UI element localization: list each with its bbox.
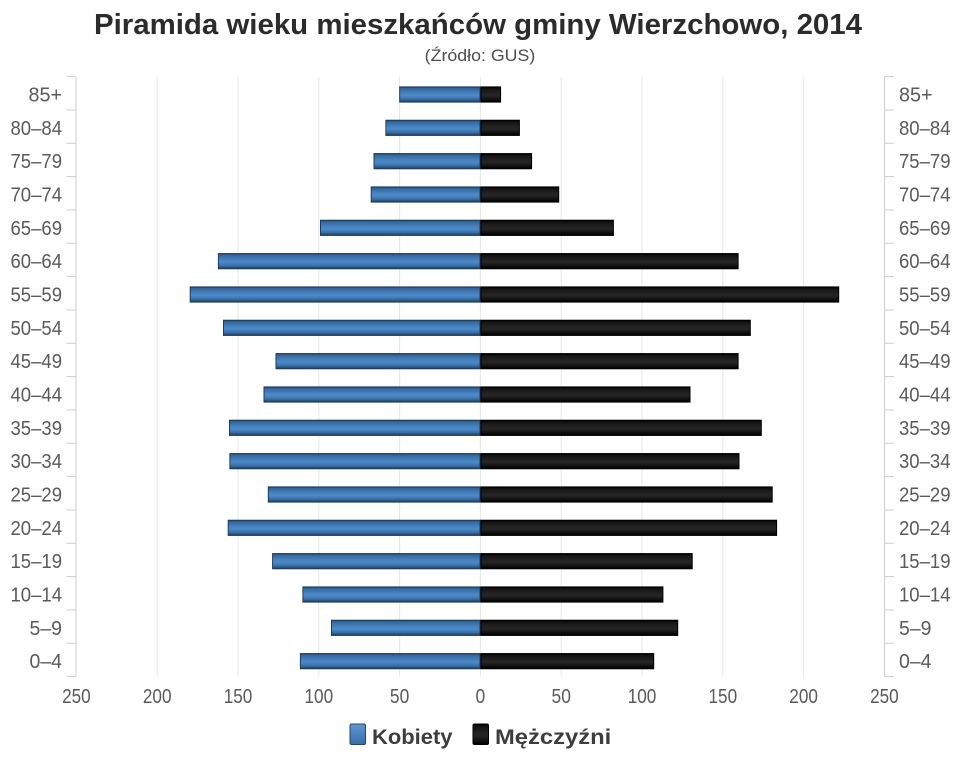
svg-text:40–44: 40–44: [11, 385, 63, 407]
svg-text:150: 150: [709, 686, 738, 708]
svg-text:75–79: 75–79: [11, 151, 63, 173]
svg-text:55–59: 55–59: [11, 285, 63, 307]
svg-text:200: 200: [143, 686, 172, 708]
svg-text:45–49: 45–49: [899, 351, 951, 373]
svg-text:5–9: 5–9: [899, 618, 932, 640]
svg-text:70–74: 70–74: [11, 185, 63, 207]
svg-text:100: 100: [305, 686, 334, 708]
svg-text:85+: 85+: [899, 85, 933, 107]
svg-text:0: 0: [476, 686, 486, 708]
svg-text:35–39: 35–39: [899, 418, 951, 440]
svg-text:(Źródło: GUS): (Źródło: GUS): [425, 46, 536, 65]
svg-text:80–84: 80–84: [11, 118, 63, 140]
svg-text:Mężczyźni: Mężczyźni: [495, 726, 611, 749]
svg-text:30–34: 30–34: [899, 451, 951, 473]
svg-text:50: 50: [390, 686, 409, 708]
svg-text:85+: 85+: [29, 85, 63, 107]
svg-text:65–69: 65–69: [899, 218, 951, 240]
svg-text:40–44: 40–44: [899, 385, 951, 407]
svg-text:15–19: 15–19: [899, 551, 951, 573]
svg-text:200: 200: [789, 686, 818, 708]
svg-text:20–24: 20–24: [899, 518, 951, 540]
svg-text:45–49: 45–49: [11, 351, 63, 373]
svg-text:65–69: 65–69: [11, 218, 63, 240]
svg-text:60–64: 60–64: [899, 251, 951, 273]
svg-text:100: 100: [628, 686, 657, 708]
svg-text:50: 50: [552, 686, 571, 708]
svg-text:20–24: 20–24: [11, 518, 63, 540]
svg-text:80–84: 80–84: [899, 118, 951, 140]
svg-text:55–59: 55–59: [899, 285, 951, 307]
svg-text:35–39: 35–39: [11, 418, 63, 440]
svg-text:0–4: 0–4: [30, 651, 63, 673]
svg-text:0–4: 0–4: [899, 651, 932, 673]
svg-text:75–79: 75–79: [899, 151, 951, 173]
svg-text:15–19: 15–19: [11, 551, 63, 573]
svg-text:60–64: 60–64: [11, 251, 63, 273]
svg-text:50–54: 50–54: [11, 318, 63, 340]
svg-text:25–29: 25–29: [11, 485, 63, 507]
svg-text:250: 250: [870, 686, 899, 708]
svg-text:70–74: 70–74: [899, 185, 951, 207]
svg-text:10–14: 10–14: [11, 585, 63, 607]
svg-text:30–34: 30–34: [11, 451, 63, 473]
svg-text:150: 150: [224, 686, 253, 708]
svg-text:Kobiety: Kobiety: [372, 726, 453, 749]
svg-text:250: 250: [62, 686, 91, 708]
svg-text:25–29: 25–29: [899, 485, 951, 507]
svg-text:Piramida wieku mieszkańców gmi: Piramida wieku mieszkańców gminy Wierzch…: [94, 9, 862, 41]
svg-text:10–14: 10–14: [899, 585, 951, 607]
svg-text:5–9: 5–9: [30, 618, 63, 640]
svg-text:50–54: 50–54: [899, 318, 951, 340]
